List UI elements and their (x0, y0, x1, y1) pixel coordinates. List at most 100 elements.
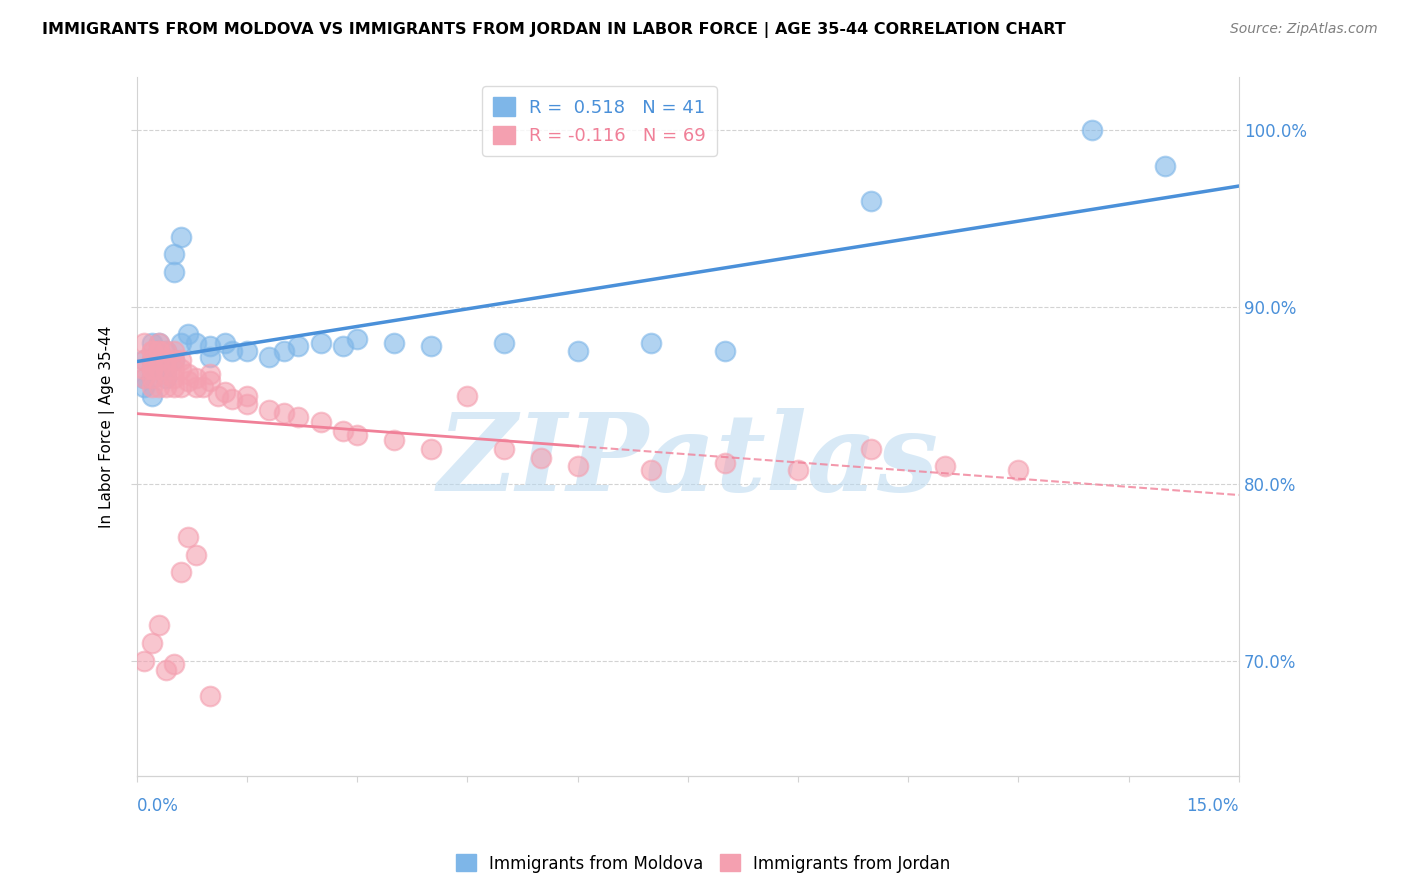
Point (184, 380, 207, 394)
Point (1007, 463, 1029, 477)
Point (207, 389, 229, 403)
Point (346, 332, 368, 346)
Point (860, 194, 883, 209)
Point (141, 371, 163, 385)
Point (787, 463, 810, 477)
Point (200, 350, 222, 364)
Point (287, 339, 309, 353)
Point (170, 380, 193, 394)
Point (257, 402, 280, 417)
Point (713, 456, 735, 470)
Point (567, 344, 589, 359)
Point (494, 335, 516, 350)
Point (200, 375, 222, 389)
Text: Source: ZipAtlas.com: Source: ZipAtlas.com (1230, 22, 1378, 37)
Text: 15.0%: 15.0% (1187, 797, 1239, 815)
Point (530, 450, 553, 465)
Point (309, 335, 332, 350)
Point (191, 380, 214, 394)
Point (713, 344, 735, 359)
Point (382, 433, 405, 447)
Point (162, 657, 184, 672)
Legend: R =  0.518   N = 41, R = -0.116   N = 69: R = 0.518 N = 41, R = -0.116 N = 69 (482, 87, 717, 156)
Point (170, 566, 193, 580)
Point (184, 371, 207, 385)
Point (214, 335, 236, 350)
Point (148, 380, 170, 394)
Point (236, 397, 259, 411)
Point (155, 362, 177, 376)
Point (155, 663, 177, 677)
Point (162, 380, 184, 394)
Point (273, 344, 295, 359)
Point (200, 339, 222, 353)
Text: ZIPatlas: ZIPatlas (437, 409, 938, 515)
Point (346, 427, 368, 442)
Point (155, 353, 177, 368)
Y-axis label: In Labor Force | Age 35-44: In Labor Force | Age 35-44 (100, 326, 115, 528)
Point (184, 548, 207, 562)
Point (257, 350, 280, 364)
Point (148, 335, 170, 350)
Point (141, 353, 163, 368)
Point (155, 344, 177, 359)
Point (162, 362, 184, 376)
Point (134, 371, 156, 385)
Text: IMMIGRANTS FROM MOLDOVA VS IMMIGRANTS FROM JORDAN IN LABOR FORCE | AGE 35-44 COR: IMMIGRANTS FROM MOLDOVA VS IMMIGRANTS FR… (42, 22, 1066, 38)
Point (177, 530, 200, 544)
Point (177, 326, 200, 341)
Point (134, 371, 156, 385)
Point (148, 362, 170, 376)
Point (221, 344, 243, 359)
Point (141, 371, 163, 385)
Point (148, 353, 170, 368)
Point (170, 335, 193, 350)
Point (162, 344, 184, 359)
Point (148, 353, 170, 368)
Point (177, 375, 200, 389)
Point (134, 353, 156, 368)
Point (640, 463, 662, 477)
Point (273, 406, 295, 420)
Point (141, 353, 163, 368)
Legend: Immigrants from Moldova, Immigrants from Jordan: Immigrants from Moldova, Immigrants from… (449, 847, 957, 880)
Point (382, 335, 405, 350)
Point (287, 409, 309, 424)
Point (148, 362, 170, 376)
Point (141, 344, 163, 359)
Point (134, 362, 156, 376)
Point (148, 618, 170, 632)
Point (141, 344, 163, 359)
Point (184, 335, 207, 350)
Point (934, 459, 956, 474)
Point (155, 362, 177, 376)
Point (162, 247, 184, 261)
Point (1081, 123, 1104, 137)
Point (148, 344, 170, 359)
Point (148, 335, 170, 350)
Point (155, 368, 177, 382)
Point (1154, 159, 1177, 173)
Point (162, 265, 184, 279)
Point (162, 353, 184, 368)
Point (214, 385, 236, 400)
Point (419, 442, 441, 456)
Point (141, 380, 163, 394)
Point (155, 344, 177, 359)
Point (456, 389, 478, 403)
Point (148, 344, 170, 359)
Point (309, 415, 332, 429)
Point (134, 335, 156, 350)
Point (162, 353, 184, 368)
Point (419, 339, 441, 353)
Point (141, 362, 163, 376)
Point (134, 353, 156, 368)
Point (177, 368, 200, 382)
Point (170, 353, 193, 368)
Point (134, 380, 156, 394)
Point (162, 371, 184, 385)
Point (141, 389, 163, 403)
Text: 0.0%: 0.0% (136, 797, 179, 815)
Point (332, 424, 354, 438)
Point (141, 362, 163, 376)
